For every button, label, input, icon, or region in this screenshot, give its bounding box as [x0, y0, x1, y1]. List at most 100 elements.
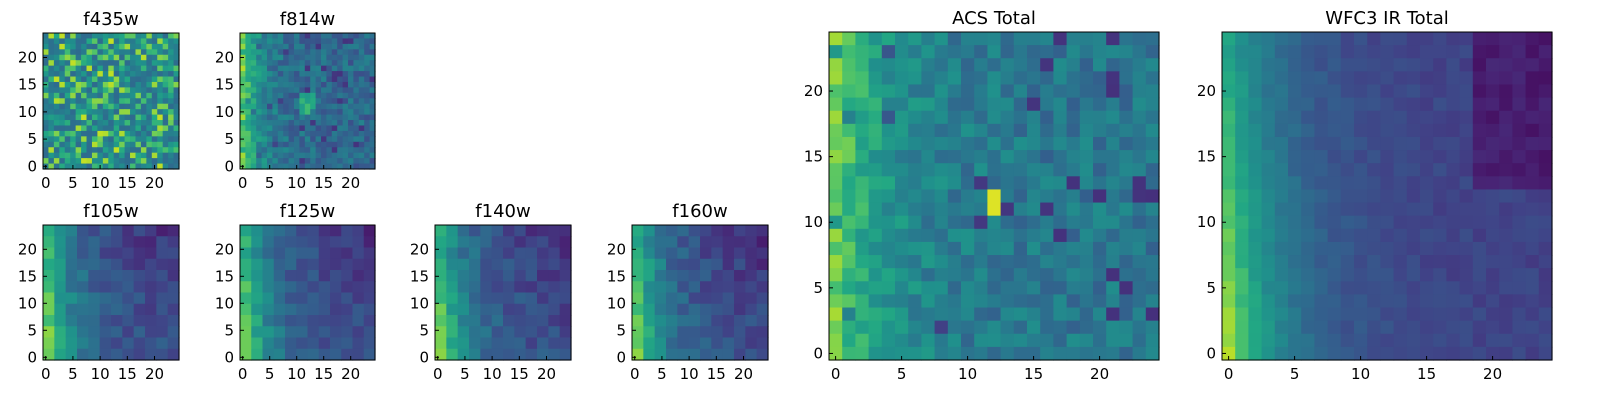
- heatmap-cell: [156, 348, 169, 361]
- heatmap-cell: [1446, 71, 1461, 86]
- heatmap-cell: [99, 225, 112, 237]
- heatmap-cell: [277, 147, 284, 154]
- heatmap-cell: [1106, 136, 1120, 151]
- heatmap-cell: [113, 98, 120, 105]
- heatmap-cell: [1027, 71, 1041, 86]
- heatmap-cell: [1013, 281, 1028, 295]
- heatmap-cell: [53, 49, 60, 56]
- heatmap-cell: [283, 71, 290, 78]
- heatmap-cell: [1459, 97, 1474, 112]
- heatmap-cell: [961, 241, 975, 256]
- heatmap-cell: [1027, 255, 1041, 269]
- heatmap-cell: [435, 247, 447, 260]
- heatmap-cell: [167, 281, 180, 294]
- heatmap-cell: [537, 337, 549, 350]
- heatmap-cell: [1093, 136, 1107, 151]
- heatmap-cell: [81, 147, 88, 154]
- heatmap-cell: [1433, 202, 1447, 217]
- heatmap-cell: [81, 141, 88, 148]
- heatmap-cell: [99, 337, 112, 350]
- heatmap-cell: [294, 43, 300, 50]
- heatmap-cell: [124, 141, 131, 148]
- heatmap-cell: [666, 247, 678, 260]
- heatmap-cell: [1393, 228, 1408, 243]
- heatmap-cell: [151, 109, 158, 116]
- heatmap-cell: [326, 120, 333, 127]
- x-tick-label: 15: [1417, 365, 1436, 383]
- heatmap-cell: [326, 60, 333, 67]
- heatmap-cell: [881, 110, 896, 125]
- heatmap-cell: [145, 292, 157, 305]
- heatmap-cell: [337, 158, 344, 165]
- heatmap-cell: [330, 270, 342, 282]
- heatmap-cell: [1079, 307, 1094, 322]
- y-tick-label: 5: [27, 321, 37, 339]
- plot-frame: [434, 224, 572, 361]
- heatmap-cell: [70, 147, 77, 154]
- heatmap-cell: [53, 87, 60, 94]
- heatmap-cell: [81, 49, 88, 56]
- heatmap-cell: [842, 71, 856, 86]
- heatmap-cell: [1446, 281, 1461, 295]
- heatmap-cell: [961, 255, 975, 269]
- heatmap-cell: [974, 189, 988, 204]
- heatmap-cell: [59, 43, 66, 50]
- heatmap-cell: [369, 49, 376, 56]
- heatmap-cell: [559, 315, 572, 327]
- heatmap-cell: [868, 202, 883, 217]
- heatmap-cell: [119, 158, 126, 165]
- heatmap-cell: [102, 65, 109, 72]
- heatmap-cell: [310, 103, 317, 110]
- heatmap-cell: [435, 270, 447, 282]
- heatmap-cell: [1472, 110, 1487, 125]
- heatmap-cell: [364, 33, 371, 40]
- heatmap-cell: [934, 215, 949, 230]
- heatmap-cell: [240, 120, 246, 127]
- heatmap-cell: [895, 189, 909, 204]
- heatmap-cell: [1248, 215, 1263, 230]
- heatmap-cell: [1512, 202, 1527, 217]
- heatmap-cell: [331, 141, 338, 148]
- heatmap-cell: [1538, 333, 1553, 348]
- heatmap-cell: [331, 71, 338, 78]
- heatmap-cell: [277, 98, 284, 105]
- heatmap-cell: [256, 147, 263, 154]
- heatmap-cell: [108, 141, 115, 148]
- heatmap-cell: [173, 158, 180, 165]
- heatmap-cell: [881, 176, 896, 191]
- heatmap-cell: [895, 215, 909, 230]
- heatmap-cell: [525, 258, 538, 271]
- heatmap-cell: [1040, 136, 1054, 151]
- heatmap-cell: [307, 236, 320, 249]
- heatmap-cell: [1486, 268, 1500, 282]
- heatmap-cell: [1433, 307, 1447, 322]
- heatmap-cell: [162, 98, 169, 105]
- heatmap-cell: [1013, 215, 1028, 230]
- heatmap-cell: [745, 315, 758, 327]
- heatmap-cell: [288, 152, 295, 159]
- heatmap-cell: [1066, 58, 1081, 72]
- heatmap-cell: [70, 49, 77, 56]
- y-tick-label: 20: [215, 48, 234, 66]
- heatmap-cell: [91, 158, 98, 165]
- heatmap-cell: [97, 114, 104, 121]
- heatmap-cell: [1340, 58, 1355, 72]
- heatmap-cell: [273, 348, 286, 361]
- heatmap-cell: [1106, 189, 1120, 204]
- heatmap-cell: [525, 326, 538, 339]
- heatmap-cell: [1066, 268, 1081, 282]
- heatmap-cell: [245, 152, 252, 159]
- heatmap-cell: [294, 38, 300, 45]
- heatmap-cell: [157, 38, 164, 45]
- heatmap-cell: [1525, 110, 1540, 125]
- heatmap-cell: [1327, 150, 1342, 164]
- heatmap-cell: [908, 136, 922, 151]
- heatmap-cell: [756, 326, 769, 339]
- heatmap-cell: [1354, 307, 1368, 322]
- heatmap-cell: [1027, 136, 1041, 151]
- heatmap-cell: [1499, 294, 1513, 309]
- heatmap-cell: [1433, 123, 1447, 138]
- heatmap-cell: [1261, 215, 1276, 230]
- heatmap-cell: [469, 303, 481, 316]
- heatmap-cell: [288, 71, 295, 78]
